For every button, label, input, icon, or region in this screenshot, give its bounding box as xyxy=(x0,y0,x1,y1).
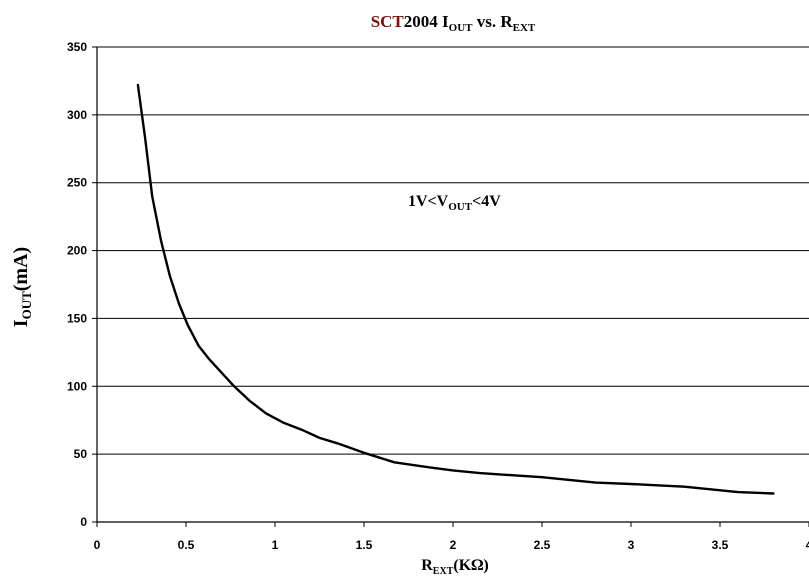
title-i: I xyxy=(438,12,449,31)
y-tick-label: 100 xyxy=(67,379,87,393)
x-tick-label: 1.5 xyxy=(356,538,373,552)
x-tick-label: 3 xyxy=(628,538,635,552)
x-tick-label: 0 xyxy=(94,538,101,552)
y-tick-labels: 0 50 100 150 200 250 300 350 xyxy=(67,40,87,529)
y-tick-label: 250 xyxy=(67,176,87,190)
y-tick-label: 300 xyxy=(67,108,87,122)
chart-title: SCT2004 IOUT vs. REXT xyxy=(371,12,536,34)
ylabel-unit: (mA) xyxy=(10,247,32,291)
x-tick-label: 4 xyxy=(806,538,809,552)
axes xyxy=(92,46,809,527)
y-tick-label: 200 xyxy=(67,244,87,258)
series-line-0 xyxy=(136,83,775,495)
x-tick-label: 1 xyxy=(272,538,279,552)
annotation-sub: OUT xyxy=(448,201,473,213)
x-tick-label: 3.5 xyxy=(712,538,729,552)
ylabel-main: I xyxy=(10,319,32,327)
ylabel-sub: OUT xyxy=(19,291,34,320)
x-tick-label: 2 xyxy=(450,538,457,552)
x-axis-label: REXT(KΩ) xyxy=(421,557,489,577)
y-tick-label: 50 xyxy=(74,447,88,461)
title-vs: vs. R xyxy=(473,12,514,31)
y-tick-label: 0 xyxy=(80,515,87,529)
y-tick-label: 150 xyxy=(67,311,87,325)
title-brand: SCT xyxy=(371,12,405,31)
annotation-pre: 1V<V xyxy=(408,193,449,210)
annotation-vout-range: 1V<VOUT<4V xyxy=(408,193,501,213)
xlabel-main: R xyxy=(421,557,433,574)
x-tick-label: 0.5 xyxy=(178,538,195,552)
y-tick-label: 350 xyxy=(67,40,87,54)
title-model: 2004 xyxy=(404,12,439,31)
title-i-sub: OUT xyxy=(449,22,474,34)
x-tick-labels: 0 0.5 1 1.5 2 2.5 3 3.5 4 xyxy=(94,538,809,552)
xlabel-unit: (KΩ) xyxy=(453,557,488,574)
title-r-sub: EXT xyxy=(513,22,536,34)
annotation-post: <4V xyxy=(472,193,501,210)
y-axis-label: IOUT(mA) xyxy=(10,247,34,327)
xlabel-sub: EXT xyxy=(433,566,454,577)
gridlines xyxy=(97,46,809,455)
x-tick-label: 2.5 xyxy=(534,538,551,552)
series-group xyxy=(136,83,775,495)
